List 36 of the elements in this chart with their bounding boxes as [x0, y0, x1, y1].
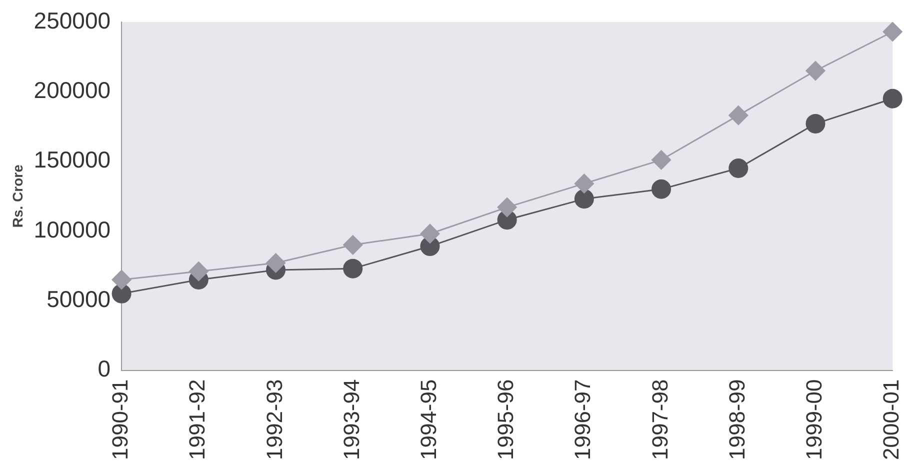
point: [343, 235, 363, 255]
x-tick-label: 1997-98: [647, 379, 672, 460]
point: [497, 198, 517, 218]
x-tick-label: 1991-92: [184, 379, 210, 460]
point: [806, 61, 826, 81]
point: [112, 270, 132, 290]
point: [652, 179, 672, 199]
y-axis-title: Rs. Crore: [9, 164, 26, 228]
point: [882, 22, 902, 42]
y-tick-label: 0: [98, 356, 111, 382]
point: [728, 158, 748, 178]
y-tick-label: 200000: [34, 76, 111, 103]
point: [574, 189, 594, 209]
point: [652, 150, 672, 170]
x-tick-label: 1994-95: [416, 379, 442, 460]
point: [188, 262, 208, 282]
point: [420, 224, 440, 244]
y-tick-label: 250000: [34, 7, 111, 34]
point: [112, 284, 132, 304]
x-tick-label: 1995-96: [493, 379, 518, 460]
x-tick-label: 1998-99: [724, 379, 750, 460]
point: [574, 174, 594, 194]
x-tick-label: 2000-01: [878, 379, 904, 460]
x-tick-label: 1996-97: [570, 379, 596, 460]
y-tick-label: 50000: [46, 286, 111, 312]
x-tick-label: 1999-00: [802, 379, 827, 460]
point: [343, 258, 363, 278]
y-tick-label: 150000: [34, 146, 111, 173]
point: [266, 253, 286, 273]
x-tick-label: 1993-94: [338, 379, 364, 460]
y-tick-label: 100000: [34, 216, 111, 242]
x-tick-label: 1992-93: [262, 379, 287, 460]
point: [728, 106, 748, 126]
point: [882, 88, 902, 108]
point: [806, 114, 826, 134]
x-tick-label: 1990-91: [108, 379, 133, 460]
